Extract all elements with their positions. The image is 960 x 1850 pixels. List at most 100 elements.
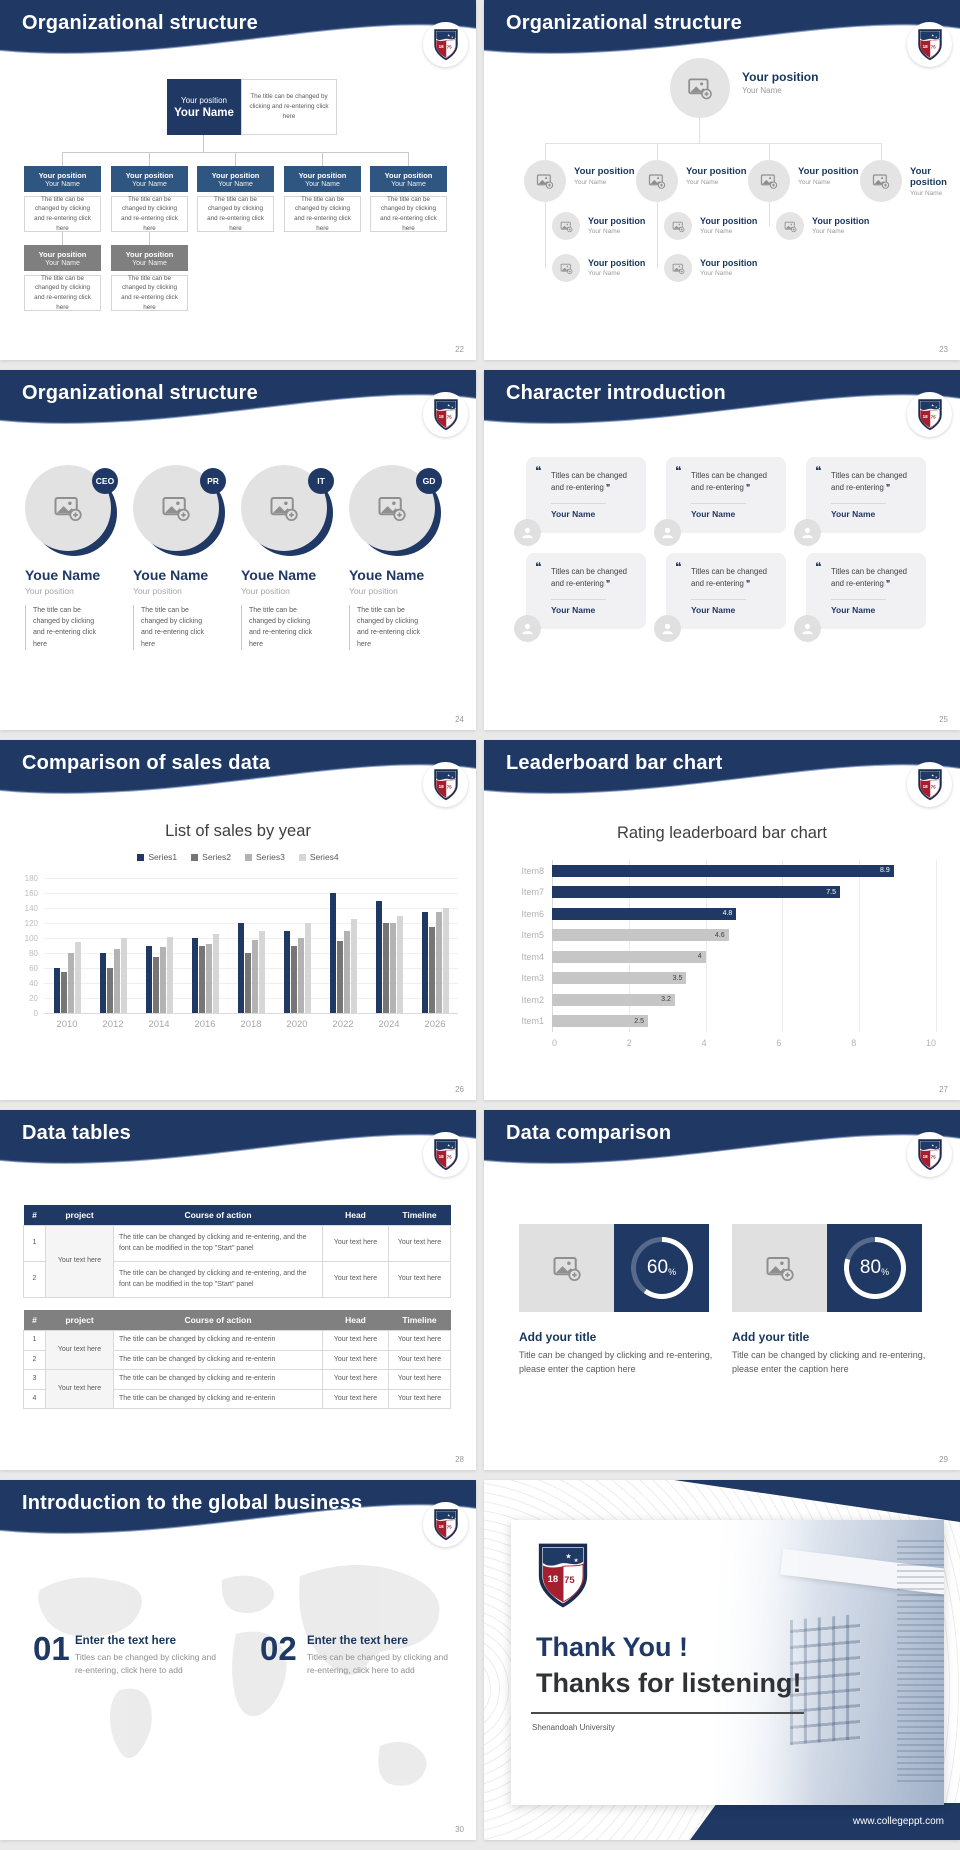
photo-placeholder	[670, 58, 730, 118]
divider	[551, 599, 606, 600]
x-axis-label: 2018	[240, 1019, 262, 1030]
open-quote-icon: ❝	[535, 560, 542, 574]
name-label: Your Name	[798, 179, 831, 186]
category-label: Item7	[521, 887, 544, 898]
image-placeholder-icon	[161, 493, 191, 523]
category-label: Item2	[521, 994, 544, 1005]
university-crest-logo	[537, 1543, 589, 1609]
y-axis-label: 160	[24, 889, 38, 898]
course-of-action-cell: The title can be changed by clicking and…	[113, 1388, 323, 1409]
bar	[435, 911, 442, 1013]
x-axis-label: 2014	[148, 1019, 170, 1030]
legend-label: Series3	[256, 852, 285, 862]
role-badge: PR	[200, 468, 226, 494]
connector-line	[699, 118, 700, 143]
bar	[304, 923, 311, 1013]
org-member: IT Youe Name Your position The title can be…	[241, 465, 334, 650]
org-child-box: Your position Your Name	[24, 166, 101, 192]
image-placeholder-icon	[687, 75, 713, 101]
connector-line	[322, 153, 323, 166]
close-quote-icon: ❞	[746, 579, 751, 589]
value-label: 4.6	[714, 931, 725, 939]
member-position: Your position	[133, 586, 182, 596]
quote-text: Titles can be changed and re-entering ❞	[691, 470, 778, 494]
column-header: project	[45, 1205, 114, 1226]
person-icon	[660, 621, 675, 636]
member-note: The title can be changed by clicking and…	[241, 605, 321, 650]
bar-track: 4	[552, 946, 936, 968]
gridlines	[552, 860, 937, 1032]
bar	[120, 938, 127, 1013]
head-cell: Your text here	[322, 1349, 389, 1370]
percent-value: 60	[646, 1257, 669, 1278]
item-caption: Titles can be changed by clicking and re…	[307, 1652, 448, 1675]
divider	[691, 599, 746, 600]
chart-title: Rating leaderboard bar chart	[616, 824, 828, 842]
item-title: Add your title	[732, 1330, 810, 1344]
head-cell: Your text here	[322, 1225, 389, 1262]
gridline	[936, 860, 937, 1032]
website-url[interactable]: www.collegeppt.com	[852, 1816, 944, 1827]
bar: 4	[552, 950, 706, 963]
legend-swatch	[191, 853, 199, 861]
quote-card: ❝ Titles can be changed and re-entering ❞…	[666, 457, 786, 533]
donut-chart: 80%	[843, 1237, 906, 1299]
org-node-label: Your position Your Name	[686, 166, 747, 186]
slide-content: List of sales by year Series1 Series2 Seri…	[0, 740, 476, 1100]
org-note: The title can be changed by clicking and…	[370, 196, 447, 232]
bar-track: 2.5	[552, 1011, 936, 1033]
member-position: Your position	[241, 586, 290, 596]
slide-26-comparison-of-sales-data: List of sales by year Series1 Series2 Seri…	[0, 740, 476, 1100]
bar	[113, 948, 120, 1013]
bar-track: 3.2	[552, 989, 936, 1011]
position-label: Your position	[910, 166, 947, 188]
slide-31-thank-you: www.collegeppt.com Thank You ! Thanks fo…	[484, 1480, 960, 1840]
y-axis-label: 40	[29, 979, 38, 988]
value-label: 7.5	[826, 888, 836, 896]
photo-placeholder	[664, 212, 692, 240]
bar	[251, 939, 258, 1013]
member-name: Youe Name	[349, 567, 425, 583]
person-name: Your Name	[691, 509, 736, 519]
image-placeholder-icon	[760, 172, 778, 190]
slide-22-organizational-structure: Your position Your Name The title can be c…	[0, 0, 476, 360]
head-cell: Your text here	[322, 1388, 389, 1409]
thank-you-card: Thank You ! Thanks for listening! Shenan…	[511, 1520, 944, 1805]
member-name: Youe Name	[241, 567, 317, 583]
name-label: Your Name	[700, 270, 733, 277]
category-label: Item1	[521, 1016, 544, 1027]
page-number: 30	[455, 1825, 464, 1834]
connector-line	[149, 232, 150, 245]
connector-line	[62, 152, 409, 153]
legend-swatch	[137, 853, 145, 861]
avatar	[654, 519, 681, 546]
value-label: 3.5	[672, 974, 683, 982]
position-label: Your position	[588, 258, 646, 268]
person-name: Your Name	[551, 605, 596, 615]
person-icon	[800, 525, 815, 540]
name-label: Your Name	[45, 180, 80, 188]
position-label: Your position	[125, 249, 174, 259]
value-label: 8.9	[880, 867, 890, 874]
position-label: Your position	[700, 258, 758, 268]
chart-plot-area: Item8 8.9 Item7 7.5 Item6 4.8 Item5 4.6 Item4 4 It…	[510, 860, 937, 1048]
org-child-box: Your position Your Name	[284, 166, 361, 192]
bar	[198, 945, 205, 1013]
bar	[159, 947, 166, 1013]
item-caption: Titles can be changed by clicking and re…	[75, 1652, 216, 1675]
quote-text-inline: Titles can be changed and re-entering	[691, 471, 767, 493]
campus-building-photo	[711, 1520, 944, 1805]
slide-30-global-business: 01 Enter the text here Titles can be chang…	[0, 1480, 476, 1840]
quote-text: Titles can be changed and re-entering ❞	[551, 470, 638, 494]
y-axis-label: 180	[24, 874, 38, 883]
gridline	[705, 860, 707, 1032]
org-node-label: Your position Your Name	[798, 166, 859, 186]
donut-center: 60%	[635, 1242, 688, 1294]
column-header: Timeline	[388, 1205, 451, 1226]
y-axis-label: 60	[29, 964, 38, 973]
bar-track: 4.6	[552, 925, 936, 947]
bar: 2.5	[552, 1015, 648, 1027]
y-axis-label: 100	[24, 934, 38, 943]
member-position: Your position	[25, 586, 74, 596]
